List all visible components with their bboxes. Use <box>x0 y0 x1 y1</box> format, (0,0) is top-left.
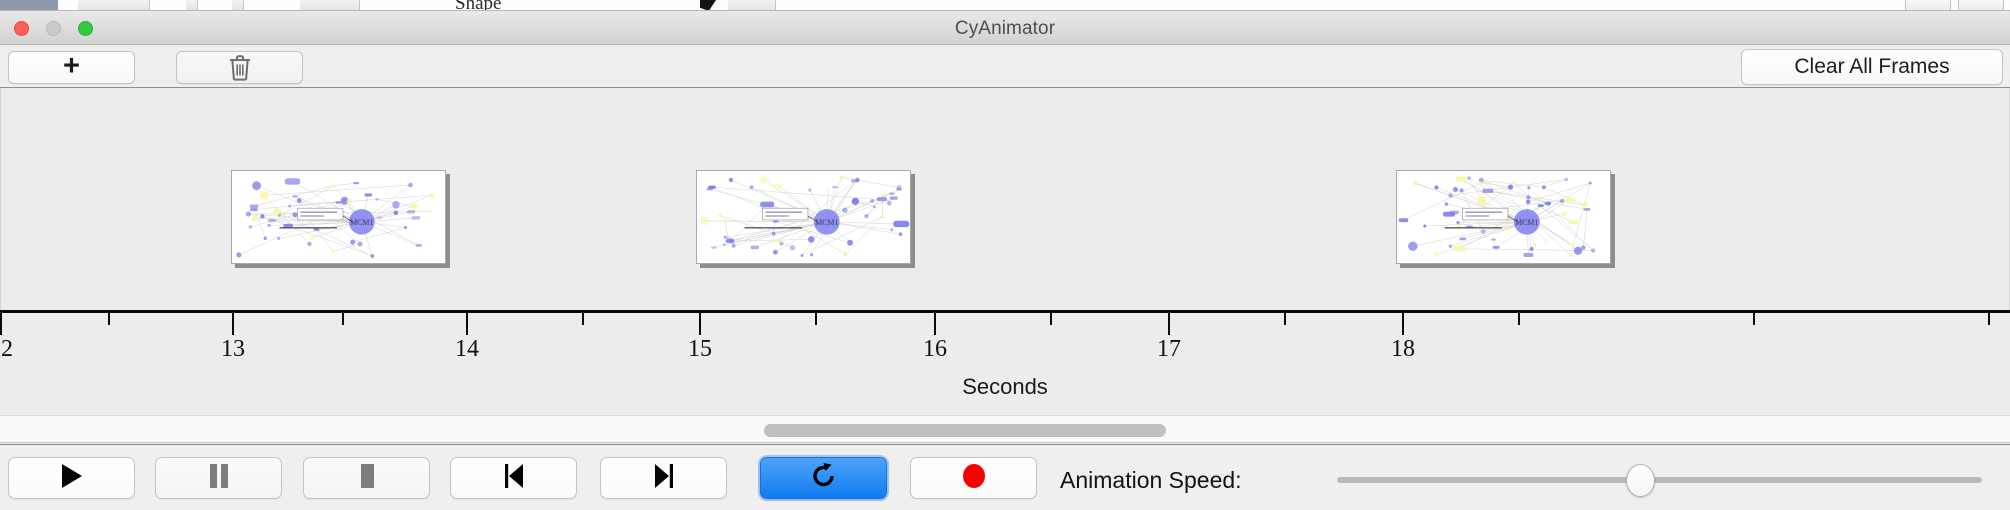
frame-thumbnail: MCM1 <box>232 171 445 263</box>
toolbar: + Clear All Frames <box>0 45 2010 88</box>
loop-icon <box>811 462 837 495</box>
record-icon <box>960 462 988 495</box>
ruler-tick-minor <box>342 313 344 325</box>
pause-button[interactable] <box>155 457 282 499</box>
slider-thumb[interactable] <box>1626 464 1656 497</box>
timeline-panel[interactable]: MCM1 MCM1 MCM1 <box>0 88 2010 310</box>
ruler-tick-major <box>934 313 936 335</box>
minimize-button[interactable] <box>46 21 61 36</box>
ruler-tick-label: 18 <box>1391 336 1415 362</box>
skip-back-icon <box>501 462 527 495</box>
clear-all-frames-button[interactable]: Clear All Frames <box>1741 49 2003 85</box>
trash-icon <box>228 54 252 81</box>
slider-track[interactable] <box>1337 477 1982 483</box>
title-bar[interactable]: CyAnimator <box>0 11 2010 45</box>
loop-button[interactable] <box>760 457 887 499</box>
pause-icon <box>208 462 230 495</box>
ruler-tick-major <box>699 313 701 335</box>
background-tab <box>78 0 150 10</box>
axis-title: Seconds <box>962 374 1048 399</box>
clear-all-frames-label: Clear All Frames <box>1794 55 1950 78</box>
ruler-tick-major <box>0 313 2 335</box>
window-title: CyAnimator <box>954 18 1056 39</box>
ruler-tick-minor <box>1050 313 1052 325</box>
frame-thumbnail: MCM1 <box>697 171 910 263</box>
timeline-frame[interactable]: MCM1 <box>696 170 911 264</box>
timeline-scrollbar[interactable] <box>0 415 2010 443</box>
background-window-strip: Shape <box>0 0 2010 11</box>
svg-text:MCM1: MCM1 <box>815 218 838 227</box>
background-notch <box>700 0 716 10</box>
playback-control-bar: Animation Speed: <box>0 444 2010 510</box>
record-button[interactable] <box>910 457 1037 499</box>
ruler-tick-label: 13 <box>221 336 245 362</box>
background-window-label: Shape <box>455 0 502 11</box>
ruler-tick-minor <box>108 313 110 325</box>
ruler-tick-label: 17 <box>1157 336 1181 362</box>
ruler-tick-minor <box>1753 313 1755 325</box>
window-controls <box>14 21 93 36</box>
ruler-tick-major <box>1168 313 1170 335</box>
ruler-tick-major <box>466 313 468 335</box>
stop-icon <box>356 462 378 495</box>
svg-text:MCM1: MCM1 <box>350 218 373 227</box>
ruler-tick-major <box>1402 313 1404 335</box>
ruler-tick-label: 12 <box>0 336 13 362</box>
ruler-tick-major <box>232 313 234 335</box>
skip-forward-icon <box>651 462 677 495</box>
previous-frame-button[interactable] <box>450 457 577 499</box>
axis-line <box>0 310 2010 313</box>
add-frame-button[interactable]: + <box>8 51 135 84</box>
ruler-tick-label: 15 <box>688 336 712 362</box>
background-corner <box>1958 0 2004 10</box>
timeline-frame[interactable]: MCM1 <box>231 170 446 264</box>
ruler-tick-minor <box>582 313 584 325</box>
background-tab <box>232 0 244 10</box>
play-button[interactable] <box>8 457 135 499</box>
background-sidebar <box>0 0 58 10</box>
background-tab <box>728 0 776 10</box>
plus-icon: + <box>63 50 80 82</box>
svg-text:MCM1: MCM1 <box>1515 218 1538 227</box>
ruler-tick-label: 14 <box>455 336 479 362</box>
animation-speed-label: Animation Speed: <box>1060 467 1242 493</box>
background-tab <box>186 0 198 10</box>
close-button[interactable] <box>14 21 29 36</box>
zoom-button[interactable] <box>78 21 93 36</box>
background-corner <box>1905 0 1951 10</box>
ruler-tick-minor <box>1988 313 1990 325</box>
ruler-tick-minor <box>1518 313 1520 325</box>
next-frame-button[interactable] <box>600 457 727 499</box>
scrollbar-thumb[interactable] <box>763 424 1166 437</box>
frame-thumbnail: MCM1 <box>1397 171 1610 263</box>
ruler-tick-minor <box>1284 313 1286 325</box>
play-icon <box>59 462 85 495</box>
ruler-tick-label: 16 <box>923 336 947 362</box>
background-tab <box>300 0 360 10</box>
time-ruler: Seconds 12 13 14 15 16 17 18 <box>0 310 2010 415</box>
animation-speed-slider[interactable] <box>1337 464 1982 497</box>
stop-button[interactable] <box>303 457 430 499</box>
timeline-frame[interactable]: MCM1 <box>1396 170 1611 264</box>
delete-frame-button[interactable] <box>176 51 303 84</box>
ruler-tick-minor <box>815 313 817 325</box>
